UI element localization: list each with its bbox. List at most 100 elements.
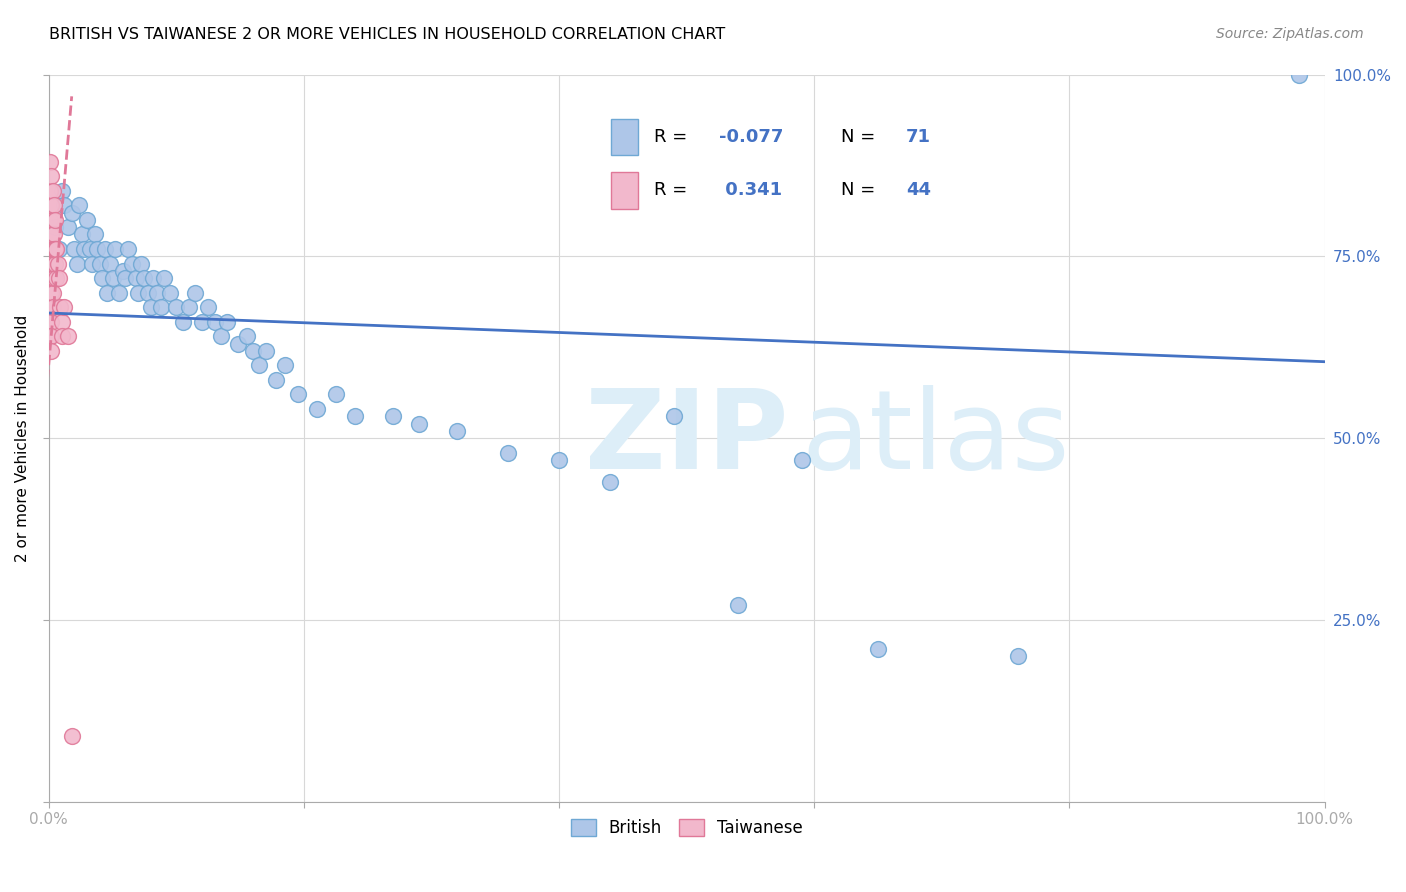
Point bbox=[42, 198, 65, 212]
Point bbox=[67, 198, 90, 212]
Point bbox=[1007, 649, 1029, 664]
Point bbox=[191, 315, 214, 329]
Point bbox=[51, 184, 73, 198]
Point bbox=[121, 256, 143, 270]
Point bbox=[139, 300, 162, 314]
Point bbox=[446, 424, 468, 438]
Point bbox=[39, 300, 62, 314]
Point bbox=[209, 329, 232, 343]
Point bbox=[39, 213, 62, 227]
Point bbox=[53, 198, 76, 212]
Point bbox=[39, 271, 62, 285]
Point bbox=[44, 242, 66, 256]
Point bbox=[287, 387, 309, 401]
Point bbox=[104, 242, 127, 256]
Point bbox=[41, 213, 63, 227]
Point bbox=[217, 315, 239, 329]
Point bbox=[235, 329, 257, 343]
Point bbox=[39, 169, 62, 184]
Point bbox=[305, 401, 328, 416]
Point bbox=[42, 242, 65, 256]
Point bbox=[408, 417, 430, 431]
Point bbox=[114, 271, 136, 285]
Legend: British, Taiwanese: British, Taiwanese bbox=[564, 813, 810, 844]
Point bbox=[39, 227, 62, 242]
Point bbox=[41, 184, 63, 198]
Point bbox=[86, 242, 108, 256]
Point bbox=[662, 409, 685, 424]
Point bbox=[124, 271, 146, 285]
Y-axis label: 2 or more Vehicles in Household: 2 or more Vehicles in Household bbox=[15, 314, 30, 562]
Point bbox=[94, 242, 117, 256]
Point bbox=[382, 409, 405, 424]
Text: BRITISH VS TAIWANESE 2 OR MORE VEHICLES IN HOUSEHOLD CORRELATION CHART: BRITISH VS TAIWANESE 2 OR MORE VEHICLES … bbox=[49, 27, 725, 42]
Point bbox=[548, 453, 571, 467]
Point bbox=[56, 220, 79, 235]
Point bbox=[49, 300, 72, 314]
Point bbox=[204, 315, 226, 329]
Point bbox=[51, 315, 73, 329]
Point bbox=[599, 475, 621, 489]
Point bbox=[165, 300, 187, 314]
Point bbox=[41, 285, 63, 300]
Point bbox=[41, 256, 63, 270]
Point bbox=[41, 271, 63, 285]
Point bbox=[39, 242, 62, 256]
Point bbox=[111, 264, 134, 278]
Point bbox=[60, 205, 83, 219]
Point bbox=[159, 285, 181, 300]
Point bbox=[39, 184, 62, 198]
Point bbox=[184, 285, 207, 300]
Point bbox=[101, 271, 124, 285]
Point bbox=[39, 285, 62, 300]
Point bbox=[325, 387, 347, 401]
Text: Source: ZipAtlas.com: Source: ZipAtlas.com bbox=[1216, 27, 1364, 41]
Point bbox=[134, 271, 156, 285]
Point bbox=[129, 256, 152, 270]
Point bbox=[63, 242, 86, 256]
Point bbox=[42, 227, 65, 242]
Point bbox=[39, 256, 62, 270]
Point bbox=[48, 271, 70, 285]
Point bbox=[254, 343, 277, 358]
Point bbox=[39, 329, 62, 343]
Text: atlas: atlas bbox=[801, 384, 1070, 491]
Point bbox=[136, 285, 159, 300]
Point bbox=[41, 242, 63, 256]
Point bbox=[39, 315, 62, 329]
Point bbox=[83, 227, 105, 242]
Point bbox=[39, 329, 62, 343]
Point bbox=[152, 271, 174, 285]
Point bbox=[70, 227, 93, 242]
Point bbox=[197, 300, 219, 314]
Point bbox=[39, 315, 62, 329]
Point bbox=[127, 285, 149, 300]
Point bbox=[146, 285, 169, 300]
Point bbox=[790, 453, 813, 467]
Point bbox=[45, 271, 67, 285]
Point bbox=[82, 256, 104, 270]
Point bbox=[66, 256, 89, 270]
Point bbox=[60, 729, 83, 743]
Point bbox=[264, 373, 287, 387]
Point bbox=[39, 198, 62, 212]
Point bbox=[39, 285, 62, 300]
Point bbox=[48, 242, 70, 256]
Point bbox=[39, 154, 62, 169]
Point bbox=[44, 213, 66, 227]
Point bbox=[172, 315, 194, 329]
Point bbox=[226, 336, 249, 351]
Point bbox=[39, 271, 62, 285]
Point bbox=[41, 300, 63, 314]
Point bbox=[73, 242, 96, 256]
Point bbox=[76, 213, 98, 227]
Point bbox=[343, 409, 366, 424]
Point bbox=[108, 285, 131, 300]
Point bbox=[44, 220, 66, 235]
Point bbox=[42, 271, 65, 285]
Point bbox=[96, 285, 118, 300]
Point bbox=[53, 300, 76, 314]
Point bbox=[39, 300, 62, 314]
Point bbox=[496, 445, 519, 459]
Point bbox=[117, 242, 139, 256]
